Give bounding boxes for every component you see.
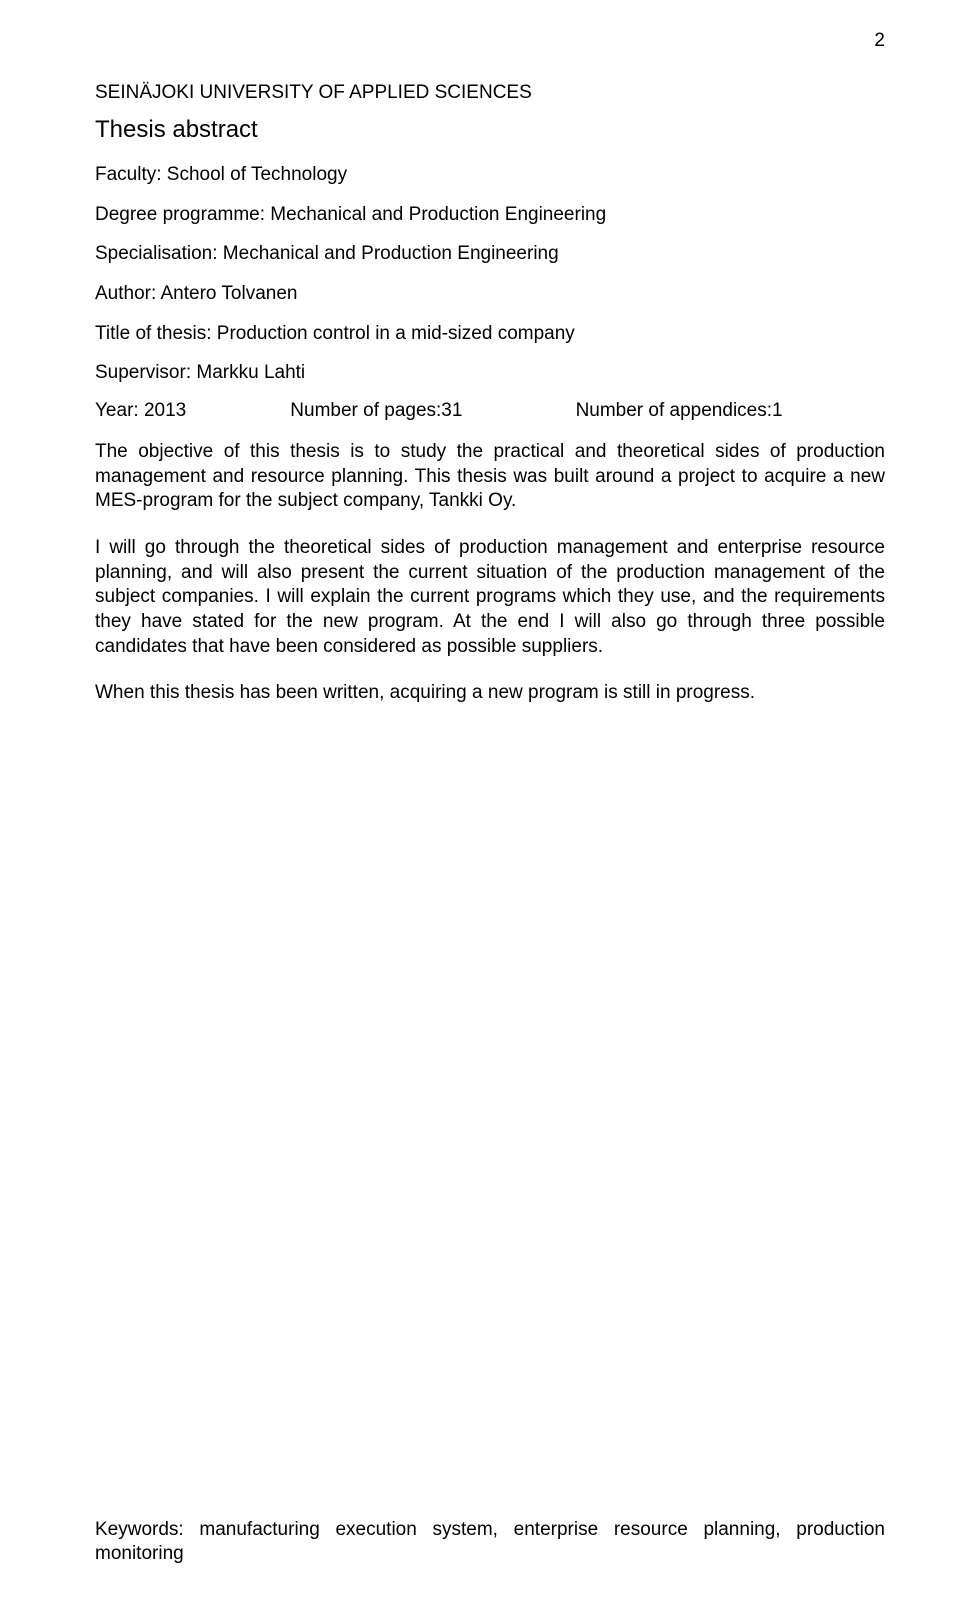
thesis-abstract-heading: Thesis abstract xyxy=(95,116,885,144)
page-number: 2 xyxy=(874,30,885,52)
supervisor-line: Supervisor: Markku Lahti xyxy=(95,360,885,386)
abstract-paragraph-2: I will go through the theoretical sides … xyxy=(95,536,885,659)
abstract-paragraph-3: When this thesis has been written, acqui… xyxy=(95,681,885,706)
institution-heading: SEINÄJOKI UNIVERSITY OF APPLIED SCIENCES xyxy=(95,82,885,104)
abstract-paragraph-1: The objective of this thesis is to study… xyxy=(95,440,885,514)
degree-line: Degree programme: Mechanical and Product… xyxy=(95,202,885,228)
keywords-line: Keywords: manufacturing execution system… xyxy=(95,1518,885,1567)
title-line: Title of thesis: Production control in a… xyxy=(95,321,885,347)
year-label: Year: 2013 xyxy=(95,400,285,422)
author-line: Author: Antero Tolvanen xyxy=(95,281,885,307)
appendices-label: Number of appendices:1 xyxy=(576,400,783,422)
pages-label: Number of pages:31 xyxy=(290,400,570,422)
specialisation-line: Specialisation: Mechanical and Productio… xyxy=(95,241,885,267)
faculty-line: Faculty: School of Technology xyxy=(95,162,885,188)
year-pages-row: Year: 2013 Number of pages:31 Number of … xyxy=(95,400,885,422)
